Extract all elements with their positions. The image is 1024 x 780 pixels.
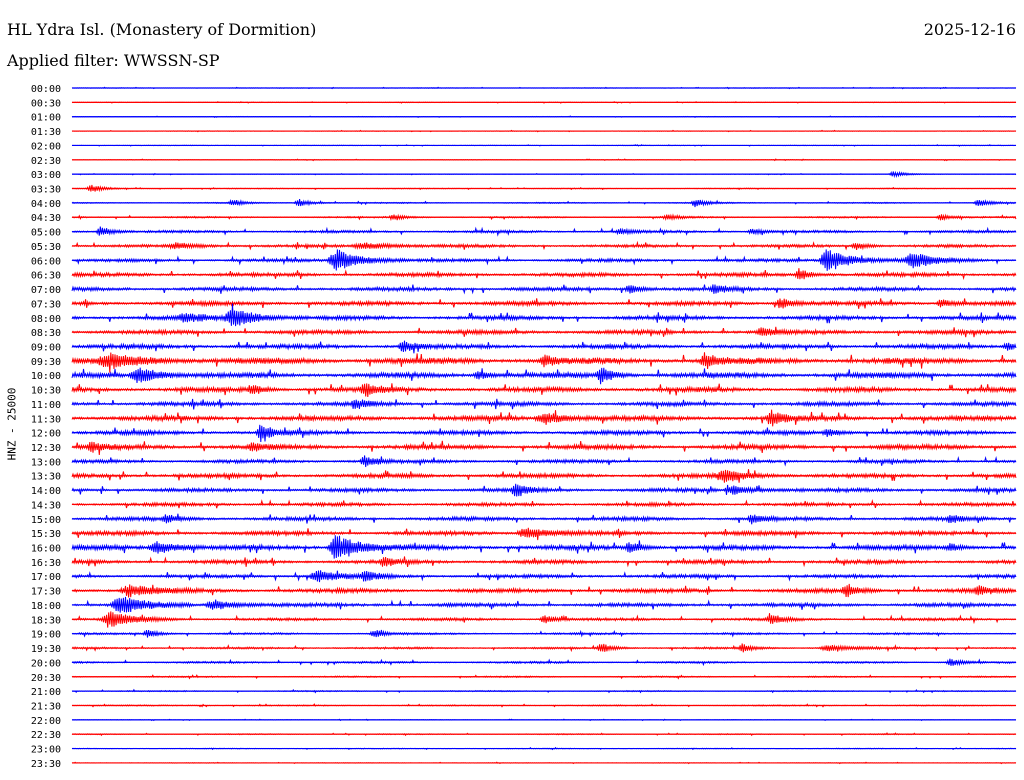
time-label: 10:00 bbox=[31, 371, 61, 382]
trace-line bbox=[71, 398, 1017, 410]
time-label: 18:00 bbox=[31, 601, 61, 612]
time-label: 05:30 bbox=[31, 242, 61, 253]
date-label: 2025-12-16 bbox=[923, 20, 1016, 39]
time-label: 20:00 bbox=[31, 658, 61, 669]
time-label: 22:30 bbox=[31, 730, 61, 741]
time-label: 14:00 bbox=[31, 486, 61, 497]
trace-line bbox=[71, 440, 1017, 455]
trace-line bbox=[71, 284, 1017, 295]
trace-line bbox=[71, 424, 1017, 442]
trace-line bbox=[71, 367, 1017, 385]
time-labels: 00:00 00:30 01:00 01:30 02:00 02:30 03:00 03:30… bbox=[31, 84, 61, 770]
trace-line bbox=[71, 383, 1017, 397]
time-label: 00:30 bbox=[31, 98, 61, 109]
time-label: 09:00 bbox=[31, 342, 61, 353]
trace-line bbox=[71, 469, 1017, 483]
time-label: 10:30 bbox=[31, 386, 61, 397]
time-label: 00:00 bbox=[31, 84, 61, 95]
time-label: 22:00 bbox=[31, 716, 61, 727]
trace-line bbox=[71, 298, 1017, 309]
trace-line bbox=[71, 455, 1017, 468]
time-label: 16:00 bbox=[31, 544, 61, 555]
time-label: 05:00 bbox=[31, 228, 61, 239]
time-label: 09:30 bbox=[31, 357, 61, 368]
trace-line bbox=[71, 527, 1017, 541]
time-label: 19:00 bbox=[31, 630, 61, 641]
trace-line bbox=[71, 556, 1017, 568]
trace-line bbox=[71, 303, 1017, 327]
time-label: 04:30 bbox=[31, 213, 61, 224]
trace-line bbox=[71, 499, 1017, 509]
time-label: 20:30 bbox=[31, 673, 61, 684]
trace-line bbox=[71, 268, 1017, 281]
time-label: 17:30 bbox=[31, 587, 61, 598]
time-label: 01:30 bbox=[31, 127, 61, 138]
trace-line bbox=[71, 583, 1017, 598]
time-label: 12:30 bbox=[31, 443, 61, 454]
time-label: 08:30 bbox=[31, 328, 61, 339]
filter-label: Applied filter: WWSSN-SP bbox=[7, 51, 220, 70]
time-label: 23:30 bbox=[31, 759, 61, 770]
time-label: 14:30 bbox=[31, 500, 61, 511]
time-label: 18:30 bbox=[31, 615, 61, 626]
time-label: 02:00 bbox=[31, 141, 61, 152]
time-label: 13:00 bbox=[31, 457, 61, 468]
time-label: 15:00 bbox=[31, 515, 61, 526]
trace-line bbox=[71, 570, 1017, 583]
time-label: 11:30 bbox=[31, 414, 61, 425]
time-label: 23:00 bbox=[31, 745, 61, 756]
trace-line bbox=[71, 596, 1017, 613]
time-label: 01:00 bbox=[31, 113, 61, 124]
time-label: 07:00 bbox=[31, 285, 61, 296]
time-label: 06:00 bbox=[31, 256, 61, 267]
time-label: 21:30 bbox=[31, 701, 61, 712]
time-label: 16:30 bbox=[31, 558, 61, 569]
trace-line bbox=[71, 483, 1017, 497]
time-label: 11:00 bbox=[31, 400, 61, 411]
time-label: 21:00 bbox=[31, 687, 61, 698]
time-label: 13:30 bbox=[31, 472, 61, 483]
time-label: 08:00 bbox=[31, 314, 61, 325]
time-label: 03:00 bbox=[31, 170, 61, 181]
time-label: 03:30 bbox=[31, 185, 61, 196]
time-label: 04:00 bbox=[31, 199, 61, 210]
traces bbox=[71, 86, 1017, 765]
station-title: HL Ydra Isl. (Monastery of Dormition) bbox=[7, 20, 317, 39]
time-label: 17:00 bbox=[31, 572, 61, 583]
trace-line bbox=[71, 535, 1017, 559]
time-label: 12:00 bbox=[31, 429, 61, 440]
time-label: 07:30 bbox=[31, 299, 61, 310]
time-label: 19:30 bbox=[31, 644, 61, 655]
time-label: 15:30 bbox=[31, 529, 61, 540]
trace-line bbox=[71, 352, 1017, 373]
time-label: 06:30 bbox=[31, 271, 61, 282]
time-label: 02:30 bbox=[31, 156, 61, 167]
